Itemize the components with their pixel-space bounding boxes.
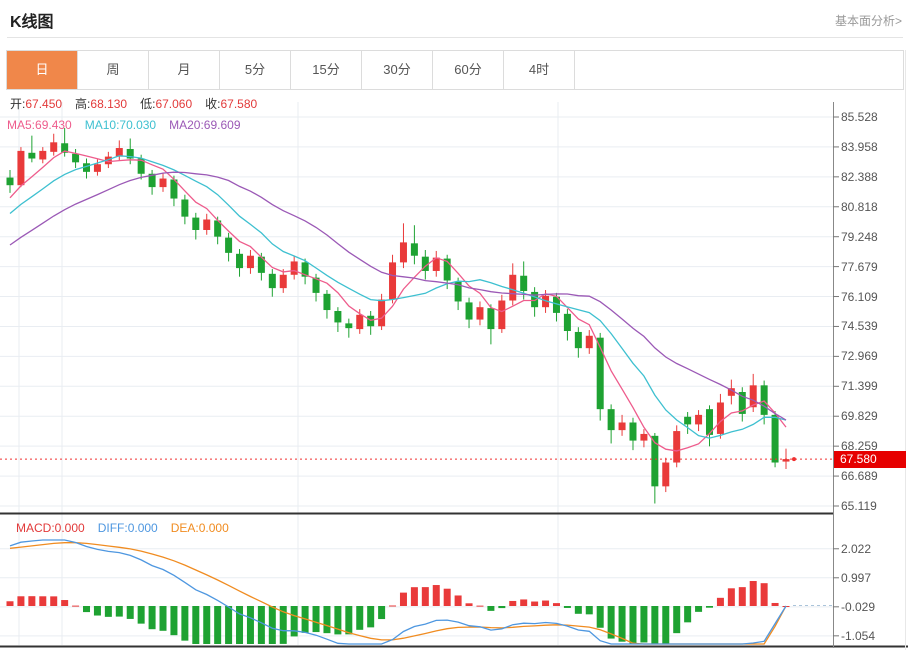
title-divider (7, 37, 903, 38)
ma-legend: MA5:69.430 MA10:70.030 MA20:69.609 (7, 118, 254, 132)
tab-week[interactable]: 周 (78, 51, 149, 89)
price-tick-label: 77.679 (841, 259, 878, 274)
chart-area: 开:67.450 高:68.130 低:67.060 收:67.580 MA5:69.… (0, 50, 910, 650)
legend-diff: DIFF:0.000 (97, 521, 158, 535)
price-tick-label: 69.829 (841, 409, 878, 424)
kline-chart-canvas[interactable] (0, 92, 910, 650)
legend-ma10: MA10:70.030 (84, 118, 157, 132)
legend-ma5: MA5:69.430 (7, 118, 72, 132)
price-tick-label: 66.689 (841, 469, 878, 484)
legend-low: 低:67.060 (140, 97, 193, 111)
price-tick-label: 71.399 (841, 379, 878, 394)
legend-high: 高:68.130 (75, 97, 128, 111)
tab-month[interactable]: 月 (149, 51, 220, 89)
price-tick-label: 68.259 (841, 439, 878, 454)
macd-legend: MACD:0.000 DIFF:0.000 DEA:0.000 (16, 521, 242, 535)
tab-30min[interactable]: 30分 (362, 51, 433, 89)
macd-tick-label: -1.054 (841, 628, 876, 643)
macd-tick-label: 2.022 (841, 541, 872, 556)
price-tick-label: 76.109 (841, 289, 878, 304)
tab-4hour[interactable]: 4时 (504, 51, 575, 89)
page-title: K线图 (10, 14, 54, 31)
macd-tick-label: -0.029 (841, 599, 876, 614)
macd-tick-label: 0.997 (841, 570, 872, 585)
price-tick-label: 82.388 (841, 169, 878, 184)
right-border (905, 50, 906, 650)
price-tick-label: 74.539 (841, 319, 878, 334)
tab-60min[interactable]: 60分 (433, 51, 504, 89)
fundamental-analysis-link[interactable]: 基本面分析> (834, 14, 902, 28)
tab-day[interactable]: 日 (7, 51, 78, 89)
price-tick-label: 72.969 (841, 349, 878, 364)
price-tick-label: 79.248 (841, 229, 878, 244)
legend-macd: MACD:0.000 (16, 521, 85, 535)
legend-open: 开:67.450 (10, 97, 63, 111)
tab-15min[interactable]: 15分 (291, 51, 362, 89)
tab-5min[interactable]: 5分 (220, 51, 291, 89)
current-price-tag: 67.580 (834, 450, 906, 468)
price-tick-label: 85.528 (841, 110, 878, 124)
legend-close: 收:67.580 (205, 97, 258, 111)
price-tick-label: 80.818 (841, 199, 878, 214)
price-tick-label: 65.119 (841, 499, 877, 513)
price-tick-label: 83.958 (841, 139, 878, 154)
legend-dea: DEA:0.000 (170, 521, 229, 535)
legend-ma20: MA20:69.609 (169, 118, 241, 132)
interval-tab-bar: 日周月 5分 15分 30分 60分 4时 (6, 50, 904, 90)
ohlc-legend: 开:67.450 高:68.130 低:67.060 收:67.580 (10, 95, 270, 112)
